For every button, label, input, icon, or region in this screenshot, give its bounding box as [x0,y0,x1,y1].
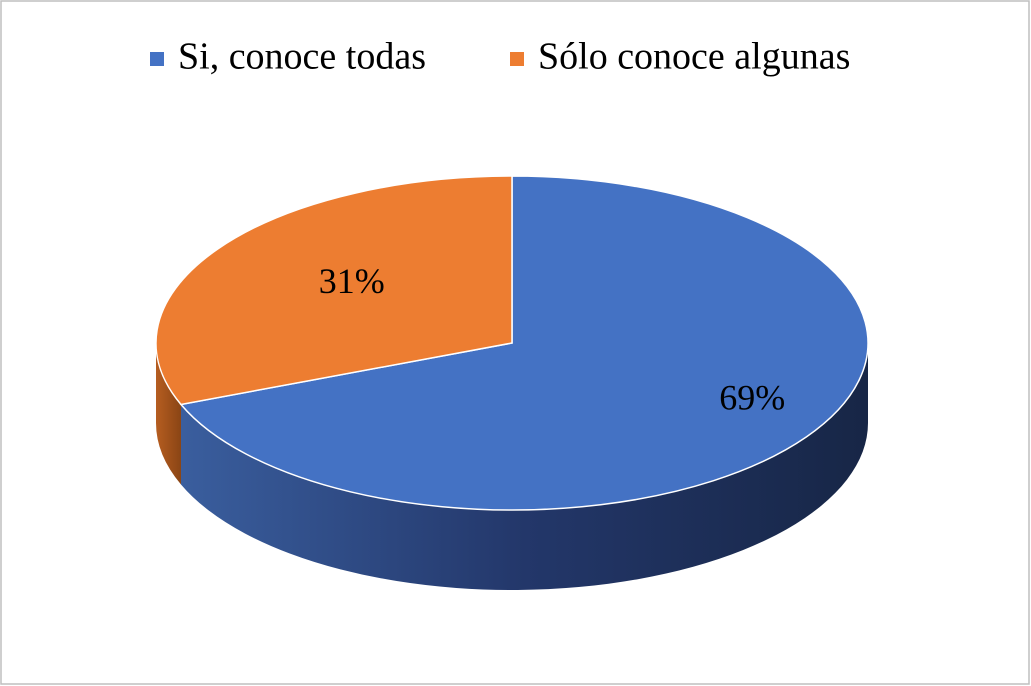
legend-swatch [510,52,524,66]
slice [155,175,513,406]
slice [179,175,869,511]
legend-label: Si, conoce todas [178,36,426,78]
slice-side [180,343,869,591]
data-label: 31% [319,261,385,301]
legend-label: Sólo conoce algunas [538,36,850,78]
legend-swatch [150,52,164,66]
data-label: 69% [719,377,785,417]
slice-side [156,343,181,485]
